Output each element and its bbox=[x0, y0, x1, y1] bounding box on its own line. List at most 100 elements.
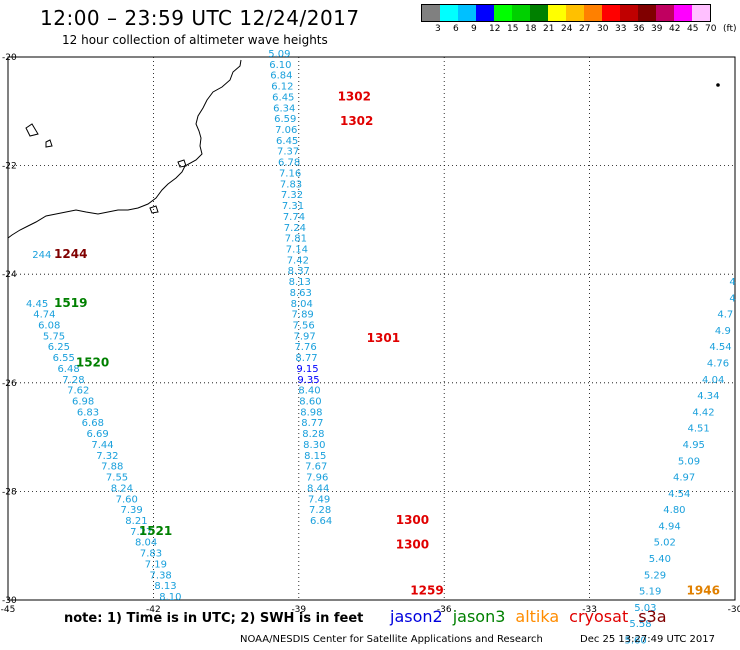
wave-height-label: 7.24 bbox=[284, 223, 306, 234]
wave-height-label: 4.7 bbox=[717, 310, 733, 321]
island-dot bbox=[716, 83, 720, 87]
wave-height-label: 8.44 bbox=[307, 483, 329, 494]
wave-height-label: 7.28 bbox=[62, 375, 84, 386]
wave-height-label: 7.88 bbox=[101, 462, 123, 473]
legend-label: 21 bbox=[543, 24, 555, 34]
lon-tick-label: -36 bbox=[437, 605, 452, 615]
lon-tick-label: -45 bbox=[1, 605, 16, 615]
wave-height-label: 5.58 bbox=[629, 619, 651, 630]
legend-swatch bbox=[620, 5, 638, 21]
lat-tick-label: -30 bbox=[2, 596, 17, 606]
legend-label: 18 bbox=[525, 24, 537, 34]
wave-height-label: 6.84 bbox=[270, 71, 292, 82]
pass-time-labels: 1302 1302 1244 1519 1301 1520 1300 1300 1521 1259… bbox=[32, 89, 720, 597]
wave-height-label: 6.78 bbox=[278, 158, 300, 169]
legend-label: (ft) bbox=[723, 24, 737, 34]
island-path bbox=[45, 139, 53, 148]
lat-tick-label: -28 bbox=[2, 487, 17, 497]
wave-height-label: 6.45 bbox=[276, 136, 298, 147]
wave-height-label: 7.97 bbox=[293, 331, 315, 342]
island-path bbox=[149, 205, 159, 214]
legend-label: 45 bbox=[687, 24, 699, 34]
wave-height-label: 7.06 bbox=[275, 125, 297, 136]
wave-height-label: 5.03 bbox=[634, 603, 656, 614]
generation-timestamp: Dec 25 13:27:49 UTC 2017 bbox=[580, 634, 715, 645]
lon-tick-label: -33 bbox=[582, 605, 597, 615]
wave-height-label: 7.16 bbox=[279, 168, 301, 179]
legend-label: 42 bbox=[669, 24, 681, 34]
legend-labels: 3 6 9 12 15 18 21 24 27 30 33 36 39 42 45 70 (ft) bbox=[421, 22, 737, 36]
wave-height-label: 6.98 bbox=[72, 397, 94, 408]
wave-height-label: 8.77 bbox=[295, 353, 317, 364]
lat-tick-label: -26 bbox=[2, 379, 17, 389]
pass-time-label: 1300 bbox=[396, 513, 429, 527]
wave-height-label: 8.04 bbox=[291, 299, 313, 310]
lat-tick-label: -20 bbox=[2, 53, 17, 63]
legend-swatch bbox=[656, 5, 674, 21]
wave-height-label: 6.83 bbox=[77, 407, 99, 418]
wave-height-label: 7.19 bbox=[145, 559, 167, 570]
legend-label: 24 bbox=[561, 24, 573, 34]
legend-swatch bbox=[440, 5, 458, 21]
legend-label: 9 bbox=[471, 24, 477, 34]
pass-time-label: 1302 bbox=[340, 114, 373, 128]
page-subtitle: 12 hour collection of altimeter wave hei… bbox=[62, 33, 328, 47]
wave-height-label: 5.19 bbox=[639, 587, 661, 598]
satellite-altika: altika bbox=[515, 607, 560, 626]
coastal-wave-label: 244 bbox=[32, 250, 51, 261]
wave-height-label: 5.60 bbox=[625, 635, 647, 646]
lon-tick-label: -42 bbox=[146, 605, 161, 615]
legend-label: 36 bbox=[633, 24, 645, 34]
legend-swatch bbox=[602, 5, 620, 21]
wave-height-label: 7.37 bbox=[277, 147, 299, 158]
pass-time-label: 1301 bbox=[367, 331, 400, 345]
wave-height-label: 6.08 bbox=[38, 321, 60, 332]
wave-height-label: 8.28 bbox=[302, 429, 324, 440]
wave-height-label: 4.04 bbox=[702, 375, 724, 386]
legend-label: 70 bbox=[705, 24, 717, 34]
legend-label: 3 bbox=[435, 24, 441, 34]
satellite-jason2: jason2 bbox=[390, 607, 443, 626]
legend-swatch bbox=[548, 5, 566, 21]
pass-time-label: 1946 bbox=[687, 584, 720, 598]
pass-time-label: 1300 bbox=[396, 537, 429, 551]
wave-height-label: 6.10 bbox=[269, 60, 291, 71]
wave-height-label: 8.98 bbox=[300, 407, 322, 418]
legend-swatch bbox=[692, 5, 710, 21]
pass-time-label: 1521 bbox=[139, 524, 172, 538]
wave-height-label: 7.62 bbox=[67, 386, 89, 397]
wave-height-label: 5.29 bbox=[644, 570, 666, 581]
wave-height-label: 4.94 bbox=[658, 521, 680, 532]
wave-height-label: 7.74 bbox=[283, 212, 305, 223]
wave-height-label: 6.55 bbox=[53, 353, 75, 364]
wave-height-label: 7.55 bbox=[106, 473, 128, 484]
legend-label: 15 bbox=[507, 24, 519, 34]
wave-height-label: 5.75 bbox=[43, 331, 65, 342]
wave-height-label: 7.39 bbox=[120, 505, 142, 516]
wave-height-label: 4 bbox=[729, 293, 735, 304]
wave-height-label: 8.13 bbox=[154, 581, 176, 592]
legend-swatch bbox=[476, 5, 494, 21]
wave-height-label: 8.40 bbox=[298, 386, 320, 397]
wave-height-label: 7.83 bbox=[280, 179, 302, 190]
wave-height-label: 8.24 bbox=[111, 483, 133, 494]
credit-text: NOAA/NESDIS Center for Satellite Applica… bbox=[240, 634, 543, 645]
wave-height-label: 5.09 bbox=[678, 456, 700, 467]
legend-swatch bbox=[458, 5, 476, 21]
wave-height-label: 8.21 bbox=[125, 516, 147, 527]
wave-height-label: 6.45 bbox=[272, 92, 294, 103]
legend-label: 33 bbox=[615, 24, 627, 34]
wave-height-label: 4.74 bbox=[33, 310, 55, 321]
satellite-s3a: s3a bbox=[638, 607, 667, 626]
wave-height-label: 4.45 bbox=[26, 299, 48, 310]
legend-label: 30 bbox=[597, 24, 609, 34]
wave-height-label: 8.10 bbox=[159, 592, 181, 603]
wave-height-label: 7.14 bbox=[286, 244, 308, 255]
wave-height-label: 4.54 bbox=[668, 489, 690, 500]
legend-swatch bbox=[530, 5, 548, 21]
wave-height-label: 5.09 bbox=[268, 49, 290, 60]
wave-height-label: 7.28 bbox=[309, 505, 331, 516]
wave-height-label: 9.35 bbox=[297, 375, 319, 386]
pass-time-label: 1302 bbox=[338, 89, 371, 103]
